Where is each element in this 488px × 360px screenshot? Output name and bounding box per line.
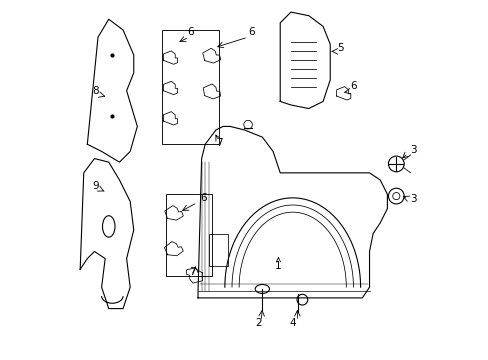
Text: 6: 6: [248, 27, 254, 37]
Text: 3: 3: [410, 194, 416, 204]
Text: 3: 3: [410, 145, 416, 155]
Text: 8: 8: [92, 86, 99, 96]
Text: 4: 4: [289, 319, 295, 328]
Text: 6: 6: [200, 193, 206, 203]
Text: 9: 9: [92, 181, 99, 191]
Text: 6: 6: [186, 27, 193, 37]
Text: 2: 2: [255, 319, 262, 328]
Text: 5: 5: [337, 43, 343, 53]
Text: 7: 7: [189, 267, 196, 277]
Text: 7: 7: [216, 138, 223, 148]
Text: 6: 6: [349, 81, 356, 91]
Text: 1: 1: [275, 257, 281, 271]
